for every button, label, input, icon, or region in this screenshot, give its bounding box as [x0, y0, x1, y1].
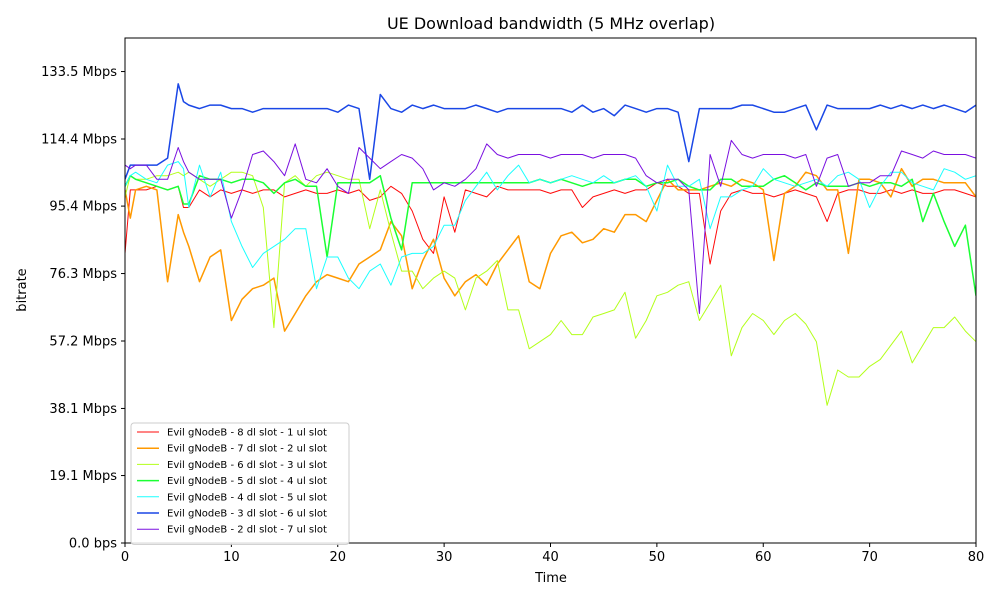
legend-item-label: Evil gNodeB - 2 dl slot - 7 ul slot — [167, 525, 327, 536]
legend-box — [130, 422, 350, 545]
legend-item-label: Evil gNodeB - 7 dl slot - 2 ul slot — [167, 444, 327, 455]
x-tick-label: 40 — [542, 550, 559, 565]
legend-item-label: Evil gNodeB - 6 dl slot - 3 ul slot — [167, 460, 327, 471]
legend: Evil gNodeB - 8 dl slot - 1 ul slot Evil … — [130, 422, 350, 545]
x-tick-label: 20 — [329, 550, 346, 565]
axis-ticks: 0 10 20 30 40 50 60 70 80 0.0 bps 19.1 Mbps 38.1 Mb… — [41, 65, 984, 565]
y-tick-label: 0.0 bps — [69, 537, 117, 552]
legend-item-label: Evil gNodeB - 5 dl slot - 4 ul slot — [167, 476, 327, 487]
y-tick-label: 57.2 Mbps — [49, 335, 117, 350]
x-tick-label: 50 — [649, 550, 666, 565]
legend-item-label: Evil gNodeB - 8 dl slot - 1 ul slot — [167, 428, 327, 439]
y-tick-label: 95.4 Mbps — [49, 200, 117, 215]
series-line-7 — [125, 139, 976, 314]
y-tick-label: 114.4 Mbps — [41, 133, 117, 148]
series-line-6 — [125, 83, 976, 181]
chart-title: UE Download bandwidth (5 MHz overlap) — [387, 14, 715, 33]
series-line-1 — [125, 182, 976, 265]
series-line-5 — [125, 161, 976, 290]
x-tick-label: 30 — [436, 550, 453, 565]
x-tick-label: 0 — [121, 550, 129, 565]
y-tick-label: 133.5 Mbps — [41, 65, 117, 80]
plot-area — [125, 83, 976, 406]
x-tick-label: 70 — [861, 550, 878, 565]
legend-item-label: Evil gNodeB - 3 dl slot - 6 ul slot — [167, 509, 327, 520]
x-axis-label: Time — [534, 571, 567, 586]
series-line-3 — [125, 171, 976, 406]
x-tick-label: 60 — [755, 550, 772, 565]
y-tick-label: 19.1 Mbps — [49, 469, 117, 484]
x-tick-label: 10 — [223, 550, 240, 565]
y-axis-label: bitrate — [15, 268, 30, 311]
series-line-2 — [125, 167, 976, 332]
y-tick-label: 38.1 Mbps — [49, 402, 117, 417]
x-tick-label: 80 — [968, 550, 985, 565]
y-tick-label: 76.3 Mbps — [49, 267, 117, 282]
legend-item-label: Evil gNodeB - 4 dl slot - 5 ul slot — [167, 492, 327, 503]
